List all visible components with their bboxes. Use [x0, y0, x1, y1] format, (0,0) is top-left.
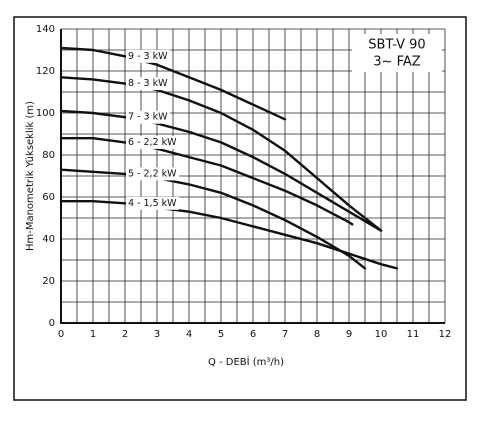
x-tick-label: 5: [218, 329, 224, 340]
series-label-bg: [126, 167, 180, 181]
x-tick-label: 0: [58, 329, 64, 340]
y-tick-label: 140: [36, 24, 55, 35]
x-tick-label: 7: [282, 329, 288, 340]
y-tick-label: 80: [42, 150, 55, 161]
series-label: 9 - 3 kW: [128, 51, 168, 62]
curve: [59, 168, 367, 270]
annotation-box: [352, 34, 442, 72]
y-axis-label: Hm-Manometrik Yükseklik (m): [25, 101, 36, 251]
y-tick-label: 100: [36, 108, 55, 119]
x-tick-label: 8: [314, 329, 320, 340]
series-label: 8 - 3 kW: [128, 78, 168, 89]
x-tick-label: 12: [439, 329, 452, 340]
x-tick-label: 11: [407, 329, 420, 340]
x-tick-label: 2: [122, 329, 128, 340]
curve: [59, 46, 287, 121]
series-label: 4 - 1,5 kW: [128, 198, 177, 209]
y-tick-label: 40: [42, 234, 55, 245]
curve: [59, 76, 383, 232]
x-tick-label: 3: [154, 329, 160, 340]
x-tick-label: 6: [250, 329, 256, 340]
y-tick-label: 120: [36, 66, 55, 77]
x-tick-label: 1: [90, 329, 96, 340]
annotation: 3~ FAZ: [373, 55, 420, 70]
curve: [59, 137, 354, 226]
series-label-bg: [126, 110, 171, 124]
series-label-bg: [126, 135, 180, 149]
x-tick-label: 10: [375, 329, 388, 340]
x-axis-label: Q - DEBİ (m³/h): [208, 355, 284, 368]
series-label-bg: [126, 77, 171, 91]
curve: [59, 109, 383, 232]
y-tick-label: 20: [42, 276, 55, 287]
curve: [59, 200, 399, 270]
annotation: SBT-V 90: [368, 38, 425, 53]
series-label: 5 - 2,2 kW: [128, 168, 177, 179]
series-label-bg: [126, 49, 171, 63]
x-tick-label: 9: [346, 329, 352, 340]
y-tick-label: 60: [42, 192, 55, 203]
series-label: 7 - 3 kW: [128, 112, 168, 123]
y-tick-label: 0: [49, 318, 55, 329]
series-label: 6 - 2,2 kW: [128, 137, 177, 148]
frame: [13, 16, 467, 401]
series-label-bg: [126, 196, 180, 210]
x-tick-label: 4: [186, 329, 192, 340]
